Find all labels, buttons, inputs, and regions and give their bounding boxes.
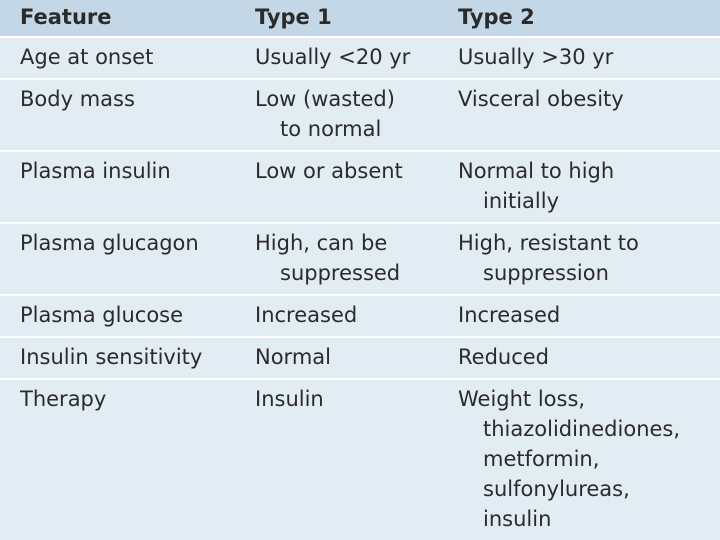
table-cell: Plasma glucagon bbox=[20, 228, 199, 258]
table-cell: Insulin sensitivity bbox=[20, 342, 202, 372]
table-row: Age at onset Usually <20 yr Usually >30 yr bbox=[0, 38, 720, 80]
table-row: Plasma glucagon High, can be suppressed Hig… bbox=[0, 224, 720, 296]
cell-text: Therapy bbox=[20, 387, 107, 411]
table-cell: Plasma glucose bbox=[20, 300, 183, 330]
table-cell: Usually <20 yr bbox=[255, 42, 410, 72]
header-row: Feature Type 1 Type 2 bbox=[0, 0, 720, 38]
cell-text: Age at onset bbox=[20, 45, 154, 69]
table-cell: Weight loss, thiazolidinediones, metformin… bbox=[458, 384, 680, 534]
table-cell: Body mass bbox=[20, 84, 135, 114]
cell-text: Usually >30 yr bbox=[458, 45, 614, 69]
cell-text: Normal bbox=[255, 345, 331, 369]
table-cell: High, resistant to suppression bbox=[458, 228, 639, 288]
cell-text: Plasma insulin bbox=[20, 159, 171, 183]
cell-text: Low or absent bbox=[255, 159, 403, 183]
table-row: Body mass Low (wasted) to normal Visceral o… bbox=[0, 80, 720, 152]
table-cell: Low (wasted) to normal bbox=[255, 84, 395, 144]
cell-text: thiazolidinediones, bbox=[483, 417, 681, 441]
cell-text: Increased bbox=[255, 303, 358, 327]
cell-text: Reduced bbox=[458, 345, 550, 369]
table-cell: Insulin bbox=[255, 384, 324, 414]
cell-text: Low (wasted) bbox=[255, 87, 395, 111]
table-cell: Increased bbox=[255, 300, 357, 330]
cell-text: Insulin sensitivity bbox=[20, 345, 203, 369]
table-cell: Visceral obesity bbox=[458, 84, 624, 114]
table-cell: Therapy bbox=[20, 384, 106, 414]
cell-text: insulin bbox=[483, 507, 552, 531]
table-row: Therapy Insulin Weight loss, thiazolidinedi… bbox=[0, 380, 720, 540]
table-cell: Low or absent bbox=[255, 156, 403, 186]
cell-text: Plasma glucose bbox=[20, 303, 184, 327]
cell-text: Increased bbox=[458, 303, 561, 327]
table-cell: Usually >30 yr bbox=[458, 42, 613, 72]
table-cell: Reduced bbox=[458, 342, 549, 372]
cell-text: Insulin bbox=[255, 387, 324, 411]
cell-text: Usually <20 yr bbox=[255, 45, 411, 69]
table-row: Insulin sensitivity Normal Reduced bbox=[0, 338, 720, 380]
cell-text: suppression bbox=[483, 261, 609, 285]
table-cell: Normal to high initially bbox=[458, 156, 614, 216]
cell-text: Body mass bbox=[20, 87, 135, 111]
table-row: Plasma glucose Increased Increased bbox=[0, 296, 720, 338]
header-cell: Type 1 bbox=[255, 5, 332, 29]
cell-text: metformin, bbox=[483, 447, 600, 471]
header-cell: Feature bbox=[20, 5, 112, 29]
cell-text: sulfonylureas, bbox=[483, 477, 630, 501]
cell-text: suppressed bbox=[280, 261, 401, 285]
cell-text: High, resistant to bbox=[458, 231, 639, 255]
cell-text: to normal bbox=[280, 117, 382, 141]
table-cell: Normal bbox=[255, 342, 331, 372]
header-cell: Type 2 bbox=[458, 5, 535, 29]
table-cell: Age at onset bbox=[20, 42, 153, 72]
table-cell: Plasma insulin bbox=[20, 156, 171, 186]
table-cell: High, can be suppressed bbox=[255, 228, 400, 288]
cell-text: High, can be bbox=[255, 231, 388, 255]
cell-text: initially bbox=[483, 189, 560, 213]
table-cell: Increased bbox=[458, 300, 560, 330]
cell-text: Plasma glucagon bbox=[20, 231, 199, 255]
cell-text: Visceral obesity bbox=[458, 87, 624, 111]
cell-text: Normal to high bbox=[458, 159, 615, 183]
cell-text: Weight loss, bbox=[458, 387, 586, 411]
table-row: Plasma insulin Low or absent Normal to hig… bbox=[0, 152, 720, 224]
